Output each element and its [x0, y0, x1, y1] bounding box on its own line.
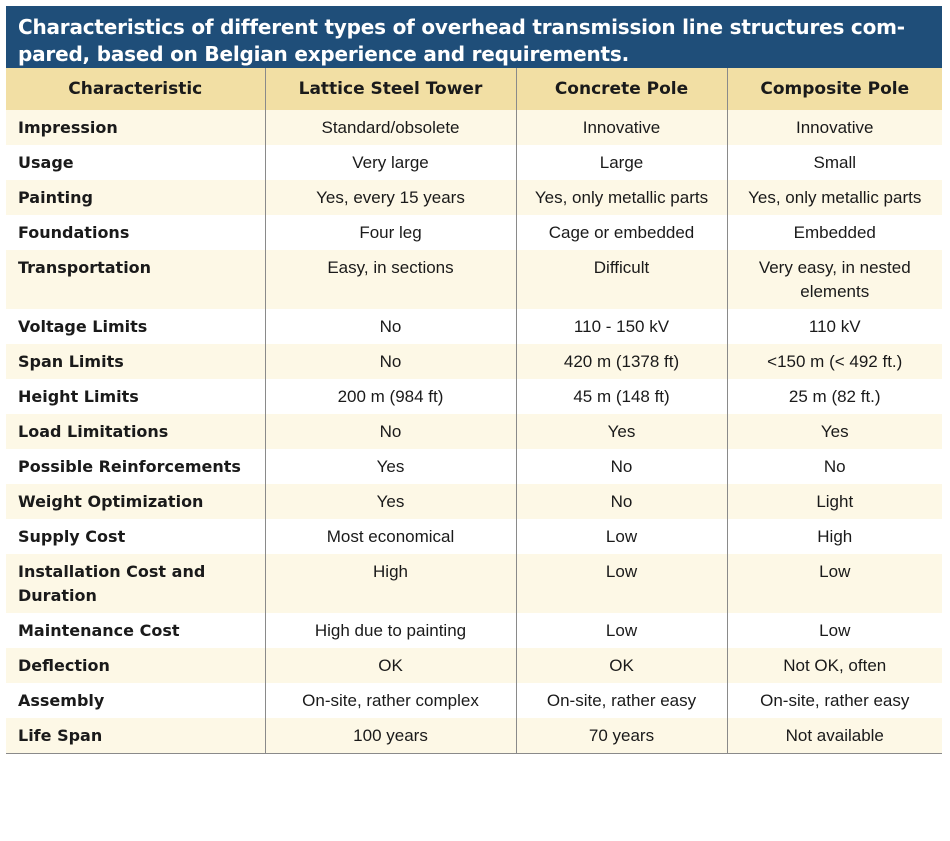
column-header-characteristic: Characteristic: [6, 68, 265, 110]
lattice-steel-tower-cell: Yes: [264, 484, 516, 519]
composite-pole-cell: Yes: [726, 414, 942, 449]
table-row: Supply Cost Most economical Low High: [6, 519, 942, 554]
lattice-steel-tower-cell: Four leg: [264, 215, 516, 250]
table-row: Height Limits 200 m (984 ft) 45 m (148 ft)…: [6, 379, 942, 414]
concrete-pole-cell: No: [515, 449, 727, 484]
characteristic-cell: Life Span: [6, 718, 265, 754]
table-row: Life Span 100 years 70 years Not available: [6, 718, 942, 754]
characteristic-cell: Usage: [6, 145, 265, 180]
characteristic-cell: Transportation: [6, 250, 265, 309]
table-row: Deflection OK OK Not OK, often: [6, 648, 942, 683]
composite-pole-cell: High: [726, 519, 942, 554]
comparison-table: Characteristic Lattice Steel Tower Concr…: [6, 68, 942, 754]
concrete-pole-cell: Difficult: [515, 250, 727, 309]
table-title: Characteristics of different types of ov…: [6, 6, 942, 68]
lattice-steel-tower-cell: No: [264, 309, 516, 344]
table-title-line-2: pared, based on Belgian experience and r…: [18, 42, 629, 66]
composite-pole-cell: Embedded: [726, 215, 942, 250]
characteristic-cell: Painting: [6, 180, 265, 215]
column-header-concrete-pole: Concrete Pole: [515, 68, 727, 110]
characteristic-cell: Supply Cost: [6, 519, 265, 554]
characteristic-cell: Installation Cost and Duration: [6, 554, 265, 613]
concrete-pole-cell: Cage or embedded: [515, 215, 727, 250]
composite-pole-cell: Low: [726, 554, 942, 613]
table-row: Assembly On-site, rather complex On-site, …: [6, 683, 942, 718]
concrete-pole-cell: Innovative: [515, 110, 727, 145]
table-row: Foundations Four leg Cage or embedded Embed…: [6, 215, 942, 250]
lattice-steel-tower-cell: OK: [264, 648, 516, 683]
composite-pole-cell: Not OK, often: [726, 648, 942, 683]
table-row: Load Limitations No Yes Yes: [6, 414, 942, 449]
characteristic-cell: Weight Optimization: [6, 484, 265, 519]
lattice-steel-tower-cell: Easy, in sections: [264, 250, 516, 309]
lattice-steel-tower-cell: 100 years: [264, 718, 516, 754]
composite-pole-cell: Innovative: [726, 110, 942, 145]
composite-pole-cell: No: [726, 449, 942, 484]
lattice-steel-tower-cell: Standard/obsolete: [264, 110, 516, 145]
table-row: Painting Yes, every 15 years Yes, only met…: [6, 180, 942, 215]
header-row: Characteristic Lattice Steel Tower Concr…: [6, 68, 942, 110]
concrete-pole-cell: 70 years: [515, 718, 727, 754]
characteristic-cell: Height Limits: [6, 379, 265, 414]
composite-pole-cell: 110 kV: [726, 309, 942, 344]
table-row: Usage Very large Large Small: [6, 145, 942, 180]
lattice-steel-tower-cell: Yes, every 15 years: [264, 180, 516, 215]
table-row: Impression Standard/obsolete Innovative Inn…: [6, 110, 942, 145]
column-header-composite-pole: Composite Pole: [726, 68, 942, 110]
characteristic-cell: Possible Reinforcements: [6, 449, 265, 484]
concrete-pole-cell: Low: [515, 519, 727, 554]
composite-pole-cell: Yes, only metallic parts: [726, 180, 942, 215]
lattice-steel-tower-cell: High: [264, 554, 516, 613]
comparison-table-figure: Characteristics of different types of ov…: [6, 6, 942, 754]
concrete-pole-cell: No: [515, 484, 727, 519]
composite-pole-cell: <150 m (< 492 ft.): [726, 344, 942, 379]
table-body: Impression Standard/obsolete Innovative Inn…: [6, 110, 942, 754]
lattice-steel-tower-cell: Very large: [264, 145, 516, 180]
concrete-pole-cell: On-site, rather easy: [515, 683, 727, 718]
table-row: Maintenance Cost High due to painting Low L…: [6, 613, 942, 648]
lattice-steel-tower-cell: On-site, rather complex: [264, 683, 516, 718]
concrete-pole-cell: Yes, only metallic parts: [515, 180, 727, 215]
lattice-steel-tower-cell: 200 m (984 ft): [264, 379, 516, 414]
characteristic-cell: Foundations: [6, 215, 265, 250]
table-row: Installation Cost and Duration High Low Low: [6, 554, 942, 613]
characteristic-cell: Load Limitations: [6, 414, 265, 449]
table-row: Span Limits No 420 m (1378 ft) <150 m (< 49…: [6, 344, 942, 379]
composite-pole-cell: 25 m (82 ft.): [726, 379, 942, 414]
table-row: Transportation Easy, in sections Difficult…: [6, 250, 942, 309]
concrete-pole-cell: Yes: [515, 414, 727, 449]
composite-pole-cell: Low: [726, 613, 942, 648]
characteristic-cell: Maintenance Cost: [6, 613, 265, 648]
table-row: Possible Reinforcements Yes No No: [6, 449, 942, 484]
concrete-pole-cell: 45 m (148 ft): [515, 379, 727, 414]
characteristic-cell: Span Limits: [6, 344, 265, 379]
composite-pole-cell: Very easy, in nested elements: [726, 250, 942, 309]
lattice-steel-tower-cell: No: [264, 344, 516, 379]
concrete-pole-cell: OK: [515, 648, 727, 683]
lattice-steel-tower-cell: No: [264, 414, 516, 449]
composite-pole-cell: On-site, rather easy: [726, 683, 942, 718]
table-row: Voltage Limits No 110 - 150 kV 110 kV: [6, 309, 942, 344]
characteristic-cell: Impression: [6, 110, 265, 145]
composite-pole-cell: Not available: [726, 718, 942, 754]
table-row: Weight Optimization Yes No Light: [6, 484, 942, 519]
characteristic-cell: Voltage Limits: [6, 309, 265, 344]
composite-pole-cell: Small: [726, 145, 942, 180]
concrete-pole-cell: Large: [515, 145, 727, 180]
table-header: Characteristic Lattice Steel Tower Concr…: [6, 68, 942, 110]
characteristic-cell: Assembly: [6, 683, 265, 718]
concrete-pole-cell: 420 m (1378 ft): [515, 344, 727, 379]
concrete-pole-cell: Low: [515, 554, 727, 613]
concrete-pole-cell: 110 - 150 kV: [515, 309, 727, 344]
table-title-line-1: Characteristics of different types of ov…: [18, 15, 905, 39]
lattice-steel-tower-cell: High due to painting: [264, 613, 516, 648]
column-header-lattice-steel-tower: Lattice Steel Tower: [264, 68, 516, 110]
lattice-steel-tower-cell: Most economical: [264, 519, 516, 554]
lattice-steel-tower-cell: Yes: [264, 449, 516, 484]
concrete-pole-cell: Low: [515, 613, 727, 648]
composite-pole-cell: Light: [726, 484, 942, 519]
characteristic-cell: Deflection: [6, 648, 265, 683]
